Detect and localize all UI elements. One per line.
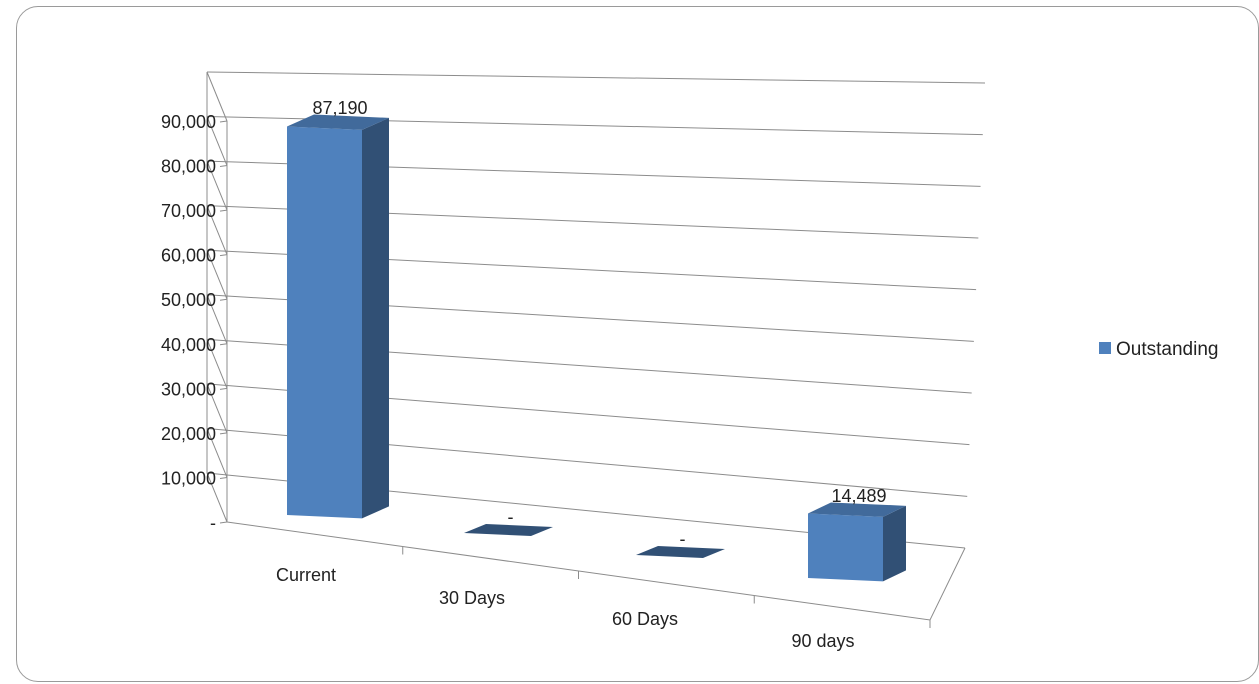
bar-front-face	[287, 126, 362, 519]
y-tick-mark	[219, 343, 228, 346]
y-tick-mark	[219, 521, 228, 524]
bar-side-face	[883, 505, 906, 582]
bars	[287, 114, 906, 582]
y-tick-mark	[219, 432, 228, 435]
bar-top-face	[464, 524, 553, 537]
side-wall-gridline	[206, 339, 228, 389]
data-label: 14,489	[831, 486, 886, 506]
legend-swatch-outstanding	[1099, 342, 1111, 354]
x-tick-label: 30 Days	[439, 588, 505, 608]
bar-30-days	[464, 524, 553, 537]
bar-90-days	[808, 502, 906, 582]
bar-front-face	[808, 513, 883, 582]
y-tick-label: 60,000	[161, 246, 216, 266]
y-tick-mark	[219, 209, 228, 212]
y-tick-mark	[219, 476, 228, 479]
y-tick-mark	[219, 165, 228, 168]
y-tick-mark	[219, 120, 228, 123]
data-label: -	[508, 507, 514, 527]
side-wall-gridline	[206, 250, 228, 300]
x-tick-label: 60 Days	[612, 609, 678, 629]
bar-top-face	[636, 546, 725, 559]
data-label: -	[680, 529, 686, 549]
gridline	[206, 71, 986, 84]
legend-label-outstanding: Outstanding	[1116, 339, 1218, 360]
y-tick-label: 70,000	[161, 201, 216, 221]
y-tick-label: 30,000	[161, 379, 216, 399]
y-tick-label: 90,000	[161, 112, 216, 132]
side-wall-gridline	[206, 472, 228, 523]
side-wall-gridline	[206, 383, 228, 434]
axes	[206, 72, 966, 628]
y-tick-label: 20,000	[161, 424, 216, 444]
y-tick-mark	[219, 298, 228, 301]
side-wall-gridline	[206, 294, 228, 344]
x-tick-label: Current	[276, 565, 336, 585]
y-tick-label: -	[210, 513, 216, 533]
y-tick-label: 40,000	[161, 335, 216, 355]
y-tick-label: 10,000	[161, 468, 216, 488]
side-wall-gridline	[206, 116, 228, 166]
side-wall-gridline	[206, 428, 228, 478]
legend: Outstanding	[1099, 339, 1218, 360]
y-tick-label: 80,000	[161, 157, 216, 177]
bar-current	[287, 114, 389, 519]
y-tick-mark	[219, 254, 228, 257]
x-tick-label: 90 days	[791, 631, 854, 651]
bar-top-face	[287, 114, 389, 130]
side-wall-gridline	[206, 205, 228, 255]
labels: - 10,000 20,000 30,000 40,000 50,000 60,000 70,…	[161, 98, 887, 651]
side-wall-gridline	[206, 71, 228, 122]
y-tick-mark	[219, 387, 228, 390]
data-label: 87,190	[312, 98, 367, 118]
side-wall-gridline	[206, 160, 228, 211]
y-tick-label: 50,000	[161, 290, 216, 310]
bar-top-face	[808, 502, 906, 517]
bar-side-face	[362, 117, 389, 519]
bar-60-days	[636, 546, 725, 559]
